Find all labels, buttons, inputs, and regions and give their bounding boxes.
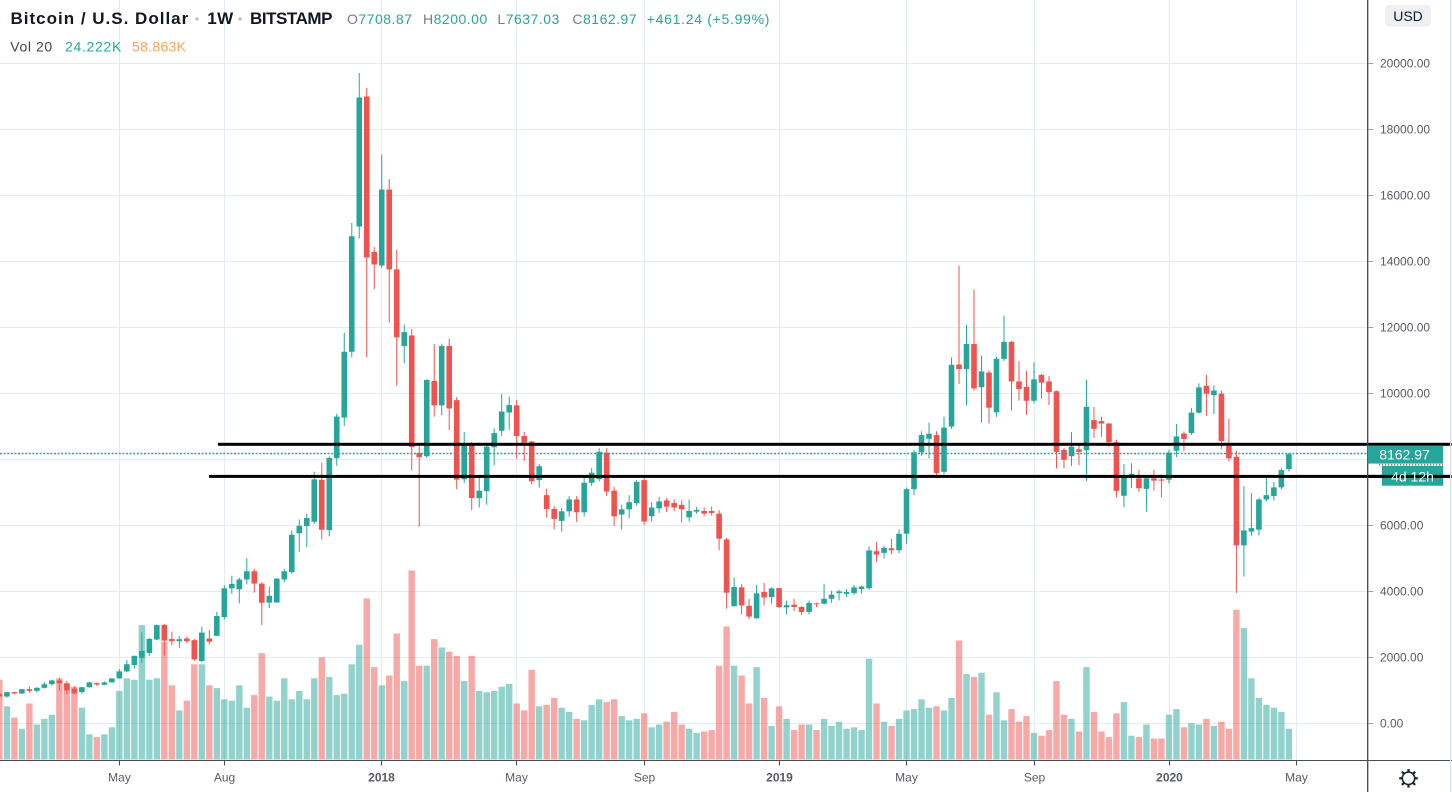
- svg-text:2000.00: 2000.00: [1380, 651, 1424, 665]
- svg-text:0.00: 0.00: [1380, 717, 1404, 731]
- svg-text:Aug: Aug: [214, 771, 235, 785]
- svg-text:4d 12h: 4d 12h: [1391, 468, 1434, 484]
- svg-text:C8162.97: C8162.97: [572, 11, 637, 27]
- svg-text:16000.00: 16000.00: [1380, 189, 1430, 203]
- svg-text:2020: 2020: [1156, 771, 1183, 785]
- svg-text:18000.00: 18000.00: [1380, 123, 1430, 137]
- svg-text:+461.24 (+5.99%): +461.24 (+5.99%): [647, 11, 770, 27]
- svg-text:BITSTAMP: BITSTAMP: [250, 9, 332, 28]
- svg-text:8162.97: 8162.97: [1379, 446, 1430, 462]
- svg-text:4000.00: 4000.00: [1380, 585, 1424, 599]
- svg-text:58.863K: 58.863K: [132, 39, 187, 55]
- svg-text:Sep: Sep: [1024, 771, 1046, 785]
- svg-text:6000.00: 6000.00: [1380, 519, 1424, 533]
- svg-text:2019: 2019: [766, 771, 793, 785]
- svg-text:O7708.87: O7708.87: [347, 11, 413, 27]
- svg-text:May: May: [505, 771, 528, 785]
- svg-text:May: May: [108, 771, 131, 785]
- svg-text:14000.00: 14000.00: [1380, 255, 1430, 269]
- svg-text:May: May: [895, 771, 918, 785]
- svg-text:USD: USD: [1393, 8, 1423, 24]
- svg-text:H8200.00: H8200.00: [423, 11, 488, 27]
- svg-text:Bitcoin / U.S. Dollar: Bitcoin / U.S. Dollar: [11, 9, 190, 28]
- svg-text:Sep: Sep: [634, 771, 656, 785]
- svg-text:Vol 20: Vol 20: [10, 39, 53, 55]
- svg-text:10000.00: 10000.00: [1380, 387, 1430, 401]
- svg-text:L7637.03: L7637.03: [497, 11, 559, 27]
- svg-text:May: May: [1285, 771, 1308, 785]
- svg-text:12000.00: 12000.00: [1380, 321, 1430, 335]
- svg-text:20000.00: 20000.00: [1380, 57, 1430, 71]
- svg-text:24.222K: 24.222K: [65, 39, 122, 55]
- svg-text:1W: 1W: [207, 9, 234, 28]
- svg-text:2018: 2018: [368, 771, 395, 785]
